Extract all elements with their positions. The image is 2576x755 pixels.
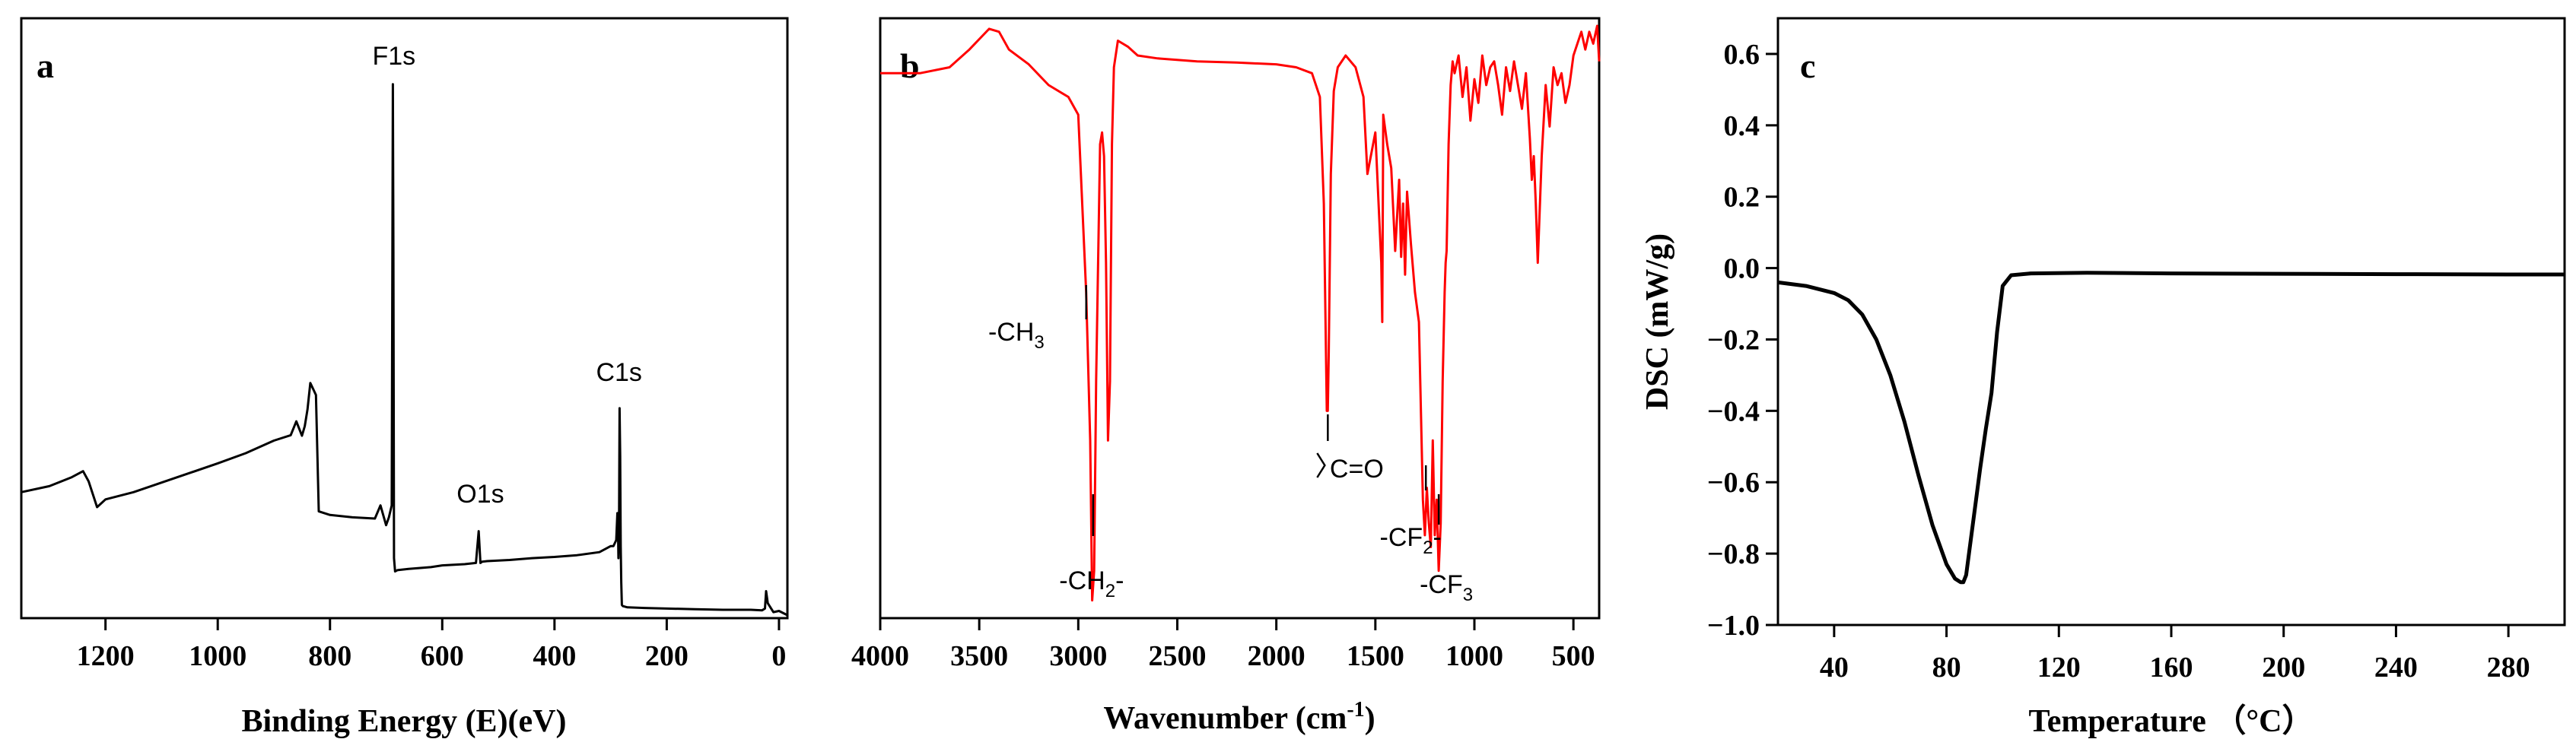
panel-c-x-tick-label: 280: [2487, 652, 2530, 684]
panel-a-x-tick-label: 1200: [77, 640, 135, 672]
panel-b-letter: b: [900, 46, 920, 85]
panel-a-x-tick-label: 800: [308, 640, 351, 672]
panel-b-x-tick-label: 3500: [950, 640, 1008, 672]
panel-c-y-tick-label: −0.2: [1707, 324, 1760, 356]
panel-c-x-tick-label: 120: [2037, 652, 2081, 684]
panel-c-x-axis-title: Temperature （°C）: [2029, 703, 2314, 739]
panel-a-peak-label: O1s: [456, 480, 504, 509]
panel-c-dsc-curve: c 40 80 120 160 200 240 280 −1.0 −0.8 −0.6 −0.4 −0.…: [1640, 17, 2566, 739]
panel-a-x-tick-label: 200: [645, 640, 689, 672]
panel-b-peak-label: C=O: [1330, 455, 1384, 484]
panel-a-x-axis: 1200 1000 800 600 400 200 0: [77, 618, 786, 672]
panel-c-axes: 40 80 120 160 200 240 280 −1.0 −0.8 −0.6 −0.4 −0.2 0…: [1707, 39, 2530, 684]
panel-c-y-tick-label: −0.8: [1707, 538, 1760, 570]
panel-b-x-tick-label: 2500: [1148, 640, 1206, 672]
panel-b-x-axis-title: Wavenumber (cm-1): [1103, 698, 1375, 736]
panel-a-peak-labels: F1s O1s C1s: [373, 42, 642, 509]
panel-b-x-tick-label: 3000: [1049, 640, 1107, 672]
panel-b-carbonyl-bond-mark: [1316, 452, 1326, 478]
panel-a-xps-spectrum: a 1200 1000 800 600 400 200 0 F1s O1s C1s Bindin…: [20, 17, 789, 739]
panel-a-letter: a: [37, 46, 54, 85]
panel-b-peak-labels: -CH3 -CH2- C=O -CF2- -CF3: [988, 285, 1473, 605]
panel-b-x-tick-label: 1500: [1347, 640, 1404, 672]
panel-c-y-tick-label: 0.0: [1724, 253, 1760, 285]
panel-c-y-axis-title: DSC (mW/g): [1640, 233, 1675, 410]
panel-c-dsc-line: [1777, 271, 2565, 585]
panel-a-peak-label: F1s: [373, 42, 416, 71]
panel-c-letter: c: [1800, 46, 1815, 85]
panel-b-x-tick-label: 4000: [851, 640, 909, 672]
panel-c-x-tick-label: 160: [2150, 652, 2193, 684]
panel-c-y-tick-label: −0.6: [1707, 467, 1760, 499]
panel-b-x-axis-title-close: ): [1365, 701, 1375, 736]
panel-c-y-tick-label: 0.6: [1724, 39, 1760, 71]
panel-b-plot-frame: [879, 17, 1601, 620]
panel-c-plot-frame: [1776, 17, 2566, 627]
panel-b-x-axis-title-superscript: -1: [1347, 698, 1364, 722]
panel-c-y-tick-label: 0.4: [1724, 110, 1760, 142]
panel-b-peak-label: -CH2-: [1059, 566, 1124, 601]
panel-c-x-tick-label: 40: [1820, 652, 1849, 684]
panel-c-x-tick-label: 240: [2374, 652, 2418, 684]
panel-a-x-tick-label: 1000: [189, 640, 246, 672]
panel-b-x-tick-label: 1000: [1445, 640, 1503, 672]
panel-c-x-tick-label: 200: [2262, 652, 2305, 684]
panel-b-ftir-spectrum: b 4000 3500 3000 2500 2000 1500 1000 500 -CH3-C…: [851, 17, 1601, 736]
panel-a-spectrum-line: [21, 83, 788, 617]
panel-a-plot-frame: [20, 17, 789, 620]
panel-b-x-tick-label: 500: [1552, 640, 1595, 672]
panel-b-spectrum-line: [880, 24, 1601, 602]
panel-c-y-tick-label: −1.0: [1707, 610, 1760, 642]
panel-a-peak-label: C1s: [596, 358, 641, 387]
panel-a-x-tick-label: 0: [771, 640, 786, 672]
panel-c-x-tick-label: 80: [1932, 652, 1961, 684]
panel-b-x-axis: 4000 3500 3000 2500 2000 1500 1000 500: [851, 618, 1595, 672]
panel-b-peak-label: -CF3: [1420, 570, 1473, 605]
panel-b-x-tick-label: 2000: [1248, 640, 1305, 672]
panel-a-x-tick-label: 400: [533, 640, 576, 672]
panel-b-peak-label: -CF2-: [1380, 523, 1442, 558]
panel-c-y-tick-label: −0.4: [1707, 395, 1760, 427]
panel-b-x-axis-title-main: Wavenumber (cm: [1103, 701, 1347, 736]
panel-a-x-tick-label: 600: [421, 640, 464, 672]
panel-b-peak-label: -CH3: [988, 318, 1045, 353]
panel-a-x-axis-title: Binding Energy (E)(eV): [241, 704, 566, 739]
panel-c-y-tick-label: 0.2: [1724, 182, 1760, 214]
